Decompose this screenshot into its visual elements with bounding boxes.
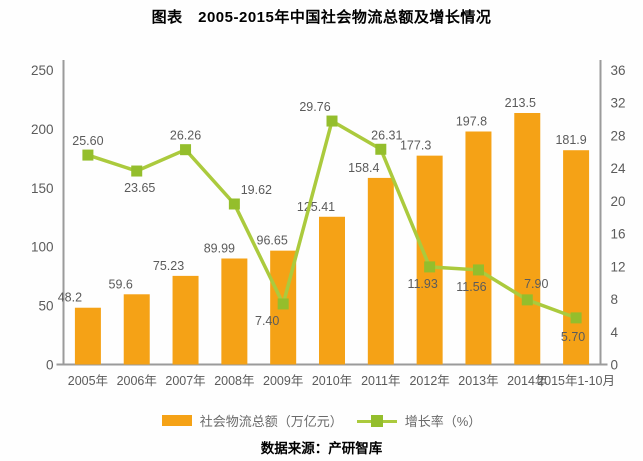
bar-value-label: 96.65 [257,234,288,248]
line-value-label: 26.26 [170,129,201,143]
bar-value-label: 125.41 [297,200,335,214]
bar-value-label: 213.5 [505,96,536,110]
bar-2007年 [172,275,199,365]
bar-series-swatch-icon [161,415,192,426]
combo-chart: 0 50 100 150 200 250 0 4 8 12 16 20 24 28 32 36 48.2 59.6… [31,60,627,388]
line-value-label: 26.31 [371,128,402,142]
line-value-label: 5.70 [561,330,585,344]
x-axis-label: 2010年 [312,374,352,388]
left-axis-tick: 50 [38,299,53,314]
line-marker-2013年 [472,264,484,276]
line-marker-2009年 [277,298,289,310]
bar-2008年 [221,258,248,365]
line-value-label: 7.40 [255,314,279,328]
x-axis-label: 2008年 [214,374,254,388]
bar-2011年 [367,177,394,365]
line-value-label: 23.65 [124,181,155,195]
line-series-label: 增长率（%） [404,414,482,429]
bar-2005年 [74,307,101,365]
right-axis-tick: 16 [611,227,626,242]
line-marker-2010年 [326,115,338,127]
bar-value-label: 158.4 [348,161,379,175]
line-series-swatch-icon [356,414,397,427]
bar-series-label: 社会物流总额（万亿元） [199,414,343,429]
legend-item-line: 增长率（%） [356,411,482,430]
right-axis-tick: 8 [611,292,619,307]
line-marker-2006年 [131,165,143,177]
x-axis-label: 2015年1-10月 [537,374,615,388]
line-value-label: 29.76 [299,100,330,114]
x-axis-label: 2006年 [117,374,157,388]
left-axis-tick: 100 [31,240,54,255]
line-value-label: 19.62 [241,183,272,197]
x-axis-label: 2012年 [409,374,449,388]
x-axis-label: 2009年 [263,374,303,388]
line-value-label: 7.90 [524,277,548,291]
x-axis-label: 2011年 [361,374,400,388]
line-marker-2011年 [375,143,387,155]
bar-value-label: 48.2 [58,291,82,305]
bar-value-label: 75.23 [153,259,184,273]
line-marker-2008年 [228,198,240,210]
legend: 社会物流总额（万亿元） 增长率（%） [0,411,643,430]
left-axis-tick: 250 [31,63,54,78]
x-axis-label: 2007年 [165,374,205,388]
x-axis-label: 2013年 [458,374,498,388]
right-axis-tick: 24 [611,161,627,176]
left-axis-tick: 200 [31,122,54,137]
bar-2006年 [123,294,150,365]
line-marker-2005年 [82,149,94,161]
bar-2010年 [319,216,345,365]
right-axis-tick: 4 [611,325,619,340]
legend-item-bar: 社会物流总额（万亿元） [161,411,343,430]
right-axis-tick: 32 [611,96,626,111]
chart-title: 图表 2005-2015年中国社会物流总额及增长情况 [151,9,492,26]
bar-value-label: 197.8 [456,114,487,128]
bar-value-label: 181.9 [555,133,586,147]
bar-value-label: 177.3 [400,139,431,153]
line-marker-2015年1-10月 [570,312,582,324]
line-marker-2014年 [521,294,533,306]
x-axis-label: 2005年 [68,374,108,388]
right-axis-tick: 12 [611,259,626,274]
right-axis-tick: 20 [611,194,626,209]
bar-2013年 [465,131,492,365]
line-marker-2012年 [424,261,436,273]
line-marker-2007年 [180,144,192,156]
left-axis-tick: 0 [46,358,54,373]
bar-2014年 [514,112,541,365]
bar-2012年 [416,155,443,365]
line-value-label: 25.60 [72,134,103,148]
x-axis-label: 2014年 [507,374,547,388]
line-swatch-marker [370,414,383,427]
left-axis-tick: 150 [31,181,54,196]
right-axis-tick: 0 [611,358,619,373]
right-axis-tick: 28 [611,128,626,143]
bar-value-label: 89.99 [204,241,235,255]
bar-value-label: 59.6 [109,277,133,291]
right-axis-tick: 36 [611,63,626,78]
line-value-label: 11.56 [456,280,486,294]
line-value-label: 11.93 [407,277,437,291]
data-source: 数据来源：产研智库 [260,441,383,456]
bar-2015年1-10月 [563,150,590,365]
